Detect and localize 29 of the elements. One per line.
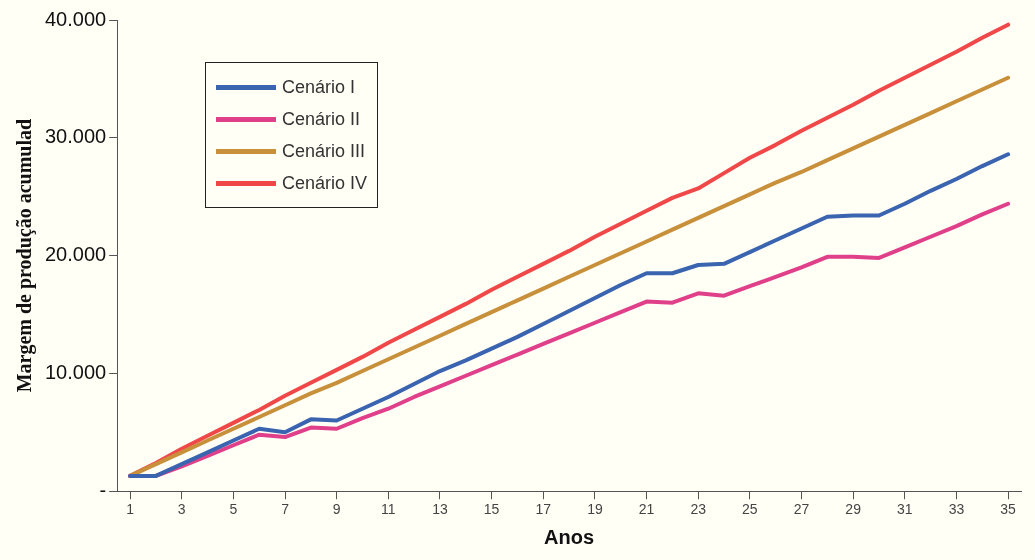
x-tick-label: 5 (229, 501, 238, 518)
y-tick-label: - (99, 478, 107, 501)
x-axis-title: Anos (544, 525, 595, 548)
x-tick-label: 1 (126, 501, 135, 518)
legend-label: Cenário II (282, 108, 361, 130)
x-tick-label: 35 (1000, 501, 1017, 518)
y-tick-label: 10.000 (45, 360, 107, 383)
x-tick-label: 19 (587, 501, 603, 518)
x-tick-label: 7 (281, 501, 290, 518)
legend-label: Cenário III (282, 140, 366, 162)
x-tick-label: 15 (483, 501, 500, 518)
y-axis-title: Margem de produção acumulad (13, 118, 37, 393)
x-tick-label: 23 (690, 501, 707, 518)
x-tick-label: 29 (845, 501, 862, 518)
x-tick-label: 21 (638, 501, 655, 518)
x-tick-label: 13 (432, 501, 448, 518)
x-tick-label: 33 (948, 501, 965, 518)
legend-label: Cenário I (282, 76, 356, 98)
x-tick-label: 27 (793, 501, 810, 518)
legend-label: Cenário IV (282, 172, 368, 194)
y-tick-label: 30.000 (45, 125, 107, 148)
x-tick-label: 11 (381, 501, 396, 518)
x-tick-label: 9 (332, 501, 341, 518)
y-tick-label: 40.000 (45, 7, 107, 30)
x-tick-label: 31 (897, 501, 913, 518)
y-tick-label: 20.000 (45, 243, 107, 266)
x-tick-label: 17 (535, 501, 552, 518)
x-tick-label: 3 (177, 501, 186, 518)
x-tick-label: 25 (742, 501, 758, 518)
